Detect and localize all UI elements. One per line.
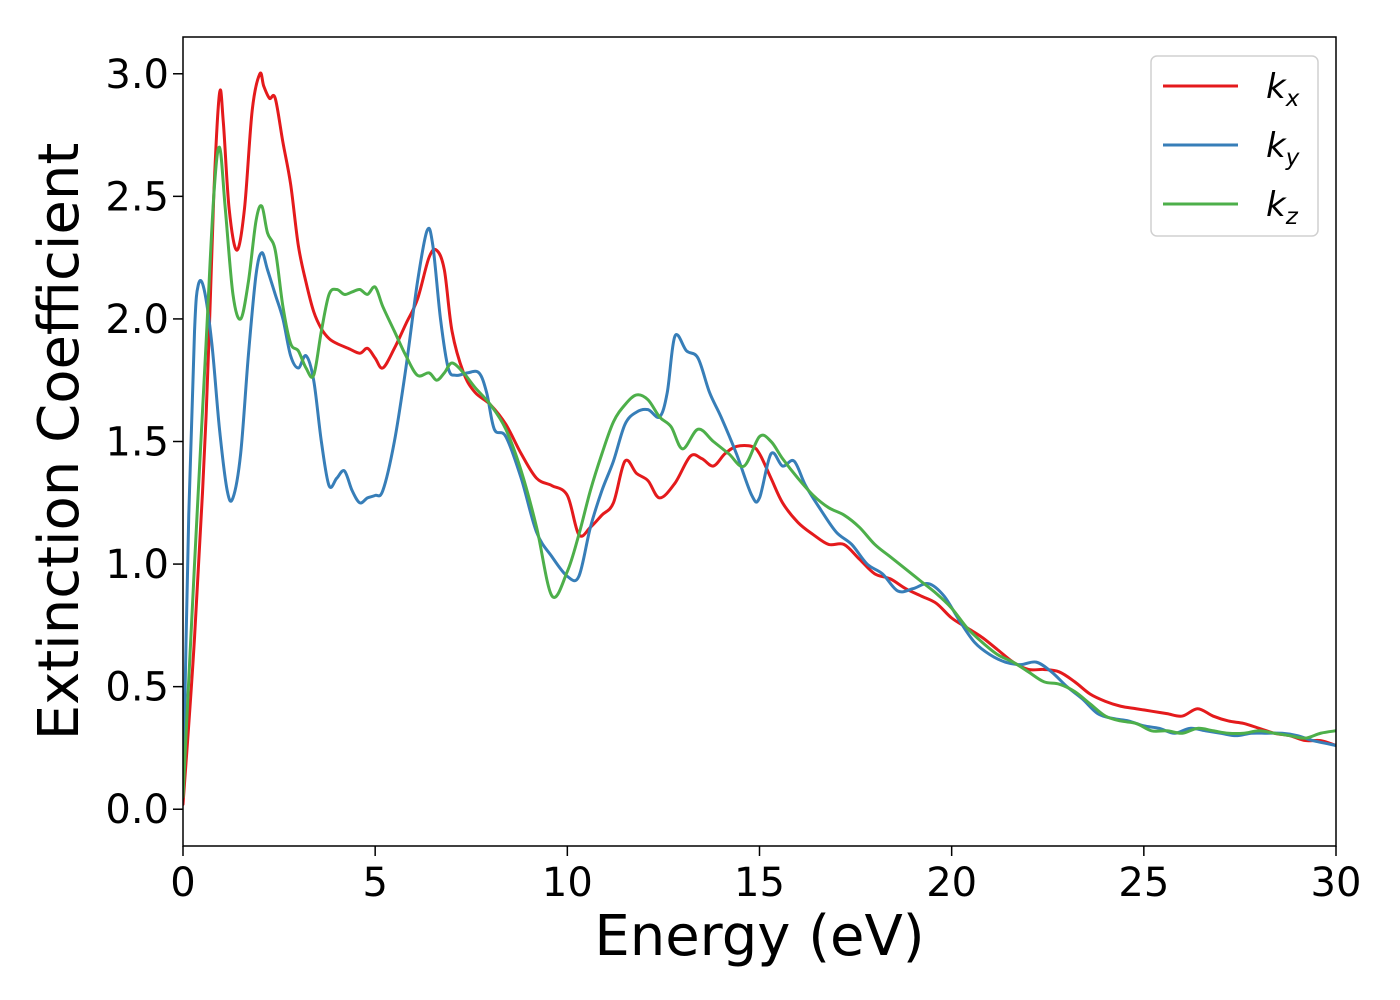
x-tick-label: 25 bbox=[1118, 860, 1169, 906]
x-tick-label: 5 bbox=[362, 860, 387, 906]
x-axis: 0 5 10 15 20 25 30 bbox=[170, 846, 1361, 906]
series-line-z bbox=[183, 145, 1336, 799]
x-axis-title: Energy (eV) bbox=[594, 904, 924, 969]
series-layer bbox=[183, 71, 1336, 806]
y-tick-label: 0.5 bbox=[105, 665, 169, 711]
y-tick-label: 3.0 bbox=[105, 52, 169, 98]
y-axis-title: Extinction Coefficient bbox=[27, 143, 92, 741]
y-tick-label: 2.0 bbox=[105, 297, 169, 343]
y-tick-label: 1.5 bbox=[105, 420, 169, 466]
x-tick-label: 15 bbox=[734, 860, 785, 906]
legend-label-x: kx bbox=[1266, 67, 1300, 112]
y-axis: 0.0 0.5 1.0 1.5 2.0 2.5 3.0 bbox=[105, 52, 183, 833]
x-tick-label: 0 bbox=[170, 860, 195, 906]
legend-label-z: kz bbox=[1266, 185, 1299, 230]
y-tick-label: 0.0 bbox=[105, 787, 169, 833]
legend: kx ky kz bbox=[1150, 55, 1319, 237]
series-line-x bbox=[183, 71, 1336, 806]
x-tick-label: 20 bbox=[926, 860, 977, 906]
x-tick-label: 30 bbox=[1311, 860, 1362, 906]
y-tick-label: 2.5 bbox=[105, 174, 169, 220]
x-tick-label: 10 bbox=[542, 860, 593, 906]
legend-label-y: ky bbox=[1266, 126, 1300, 171]
y-tick-label: 1.0 bbox=[105, 542, 169, 588]
